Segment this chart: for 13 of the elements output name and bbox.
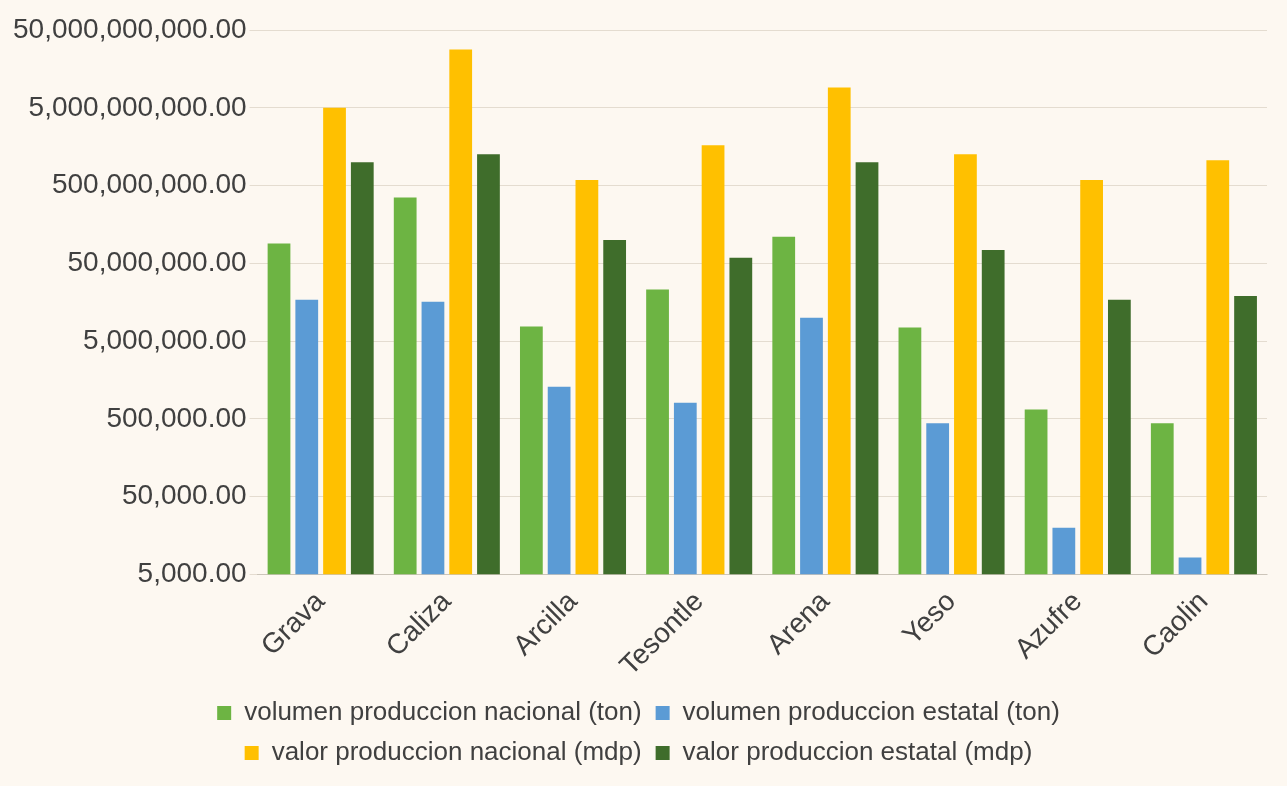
legend-label: volumen produccion estatal (ton)	[682, 696, 1060, 727]
y-tick-label: 50,000.00	[121, 479, 247, 511]
y-tick-label: 500,000,000.00	[51, 168, 247, 200]
y-tick-label: 5,000,000.00	[83, 323, 247, 355]
legend-label: valor produccion nacional (mdp)	[271, 736, 642, 767]
y-tick-label: 5,000,000,000.00	[28, 90, 247, 122]
y-tick-label: 50,000,000,000.00	[12, 12, 247, 44]
y-tick-label: 500,000.00	[106, 401, 247, 433]
legend-label: valor produccion estatal (mdp)	[682, 736, 1033, 767]
x-tick-label: Yeso	[896, 585, 962, 651]
y-tick-label: 50,000,000.00	[67, 246, 247, 278]
legend-label: volumen produccion nacional (ton)	[244, 696, 642, 727]
y-tick-label: 5,000.00	[137, 557, 247, 589]
